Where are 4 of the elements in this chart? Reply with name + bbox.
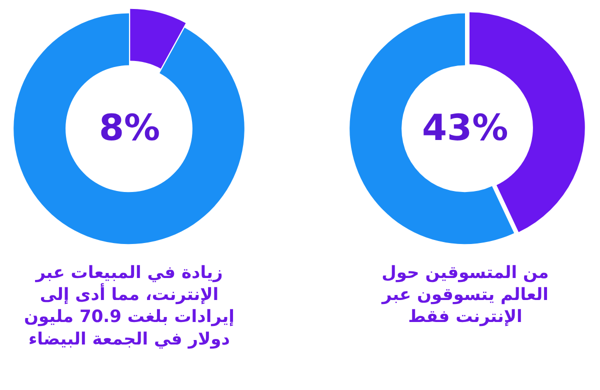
text: 8% [99, 108, 160, 149]
text: من المتسوقين حول العالم يتسوقون عبر الإنترنت فقط [381, 263, 549, 328]
text: زيادة في المبيعات عبر الإنترنت، مما أدى إلى إيرادات بلغت 70.9 مليون دولار في الجمعة البيضاء [24, 263, 234, 350]
text: 43% [422, 108, 508, 149]
